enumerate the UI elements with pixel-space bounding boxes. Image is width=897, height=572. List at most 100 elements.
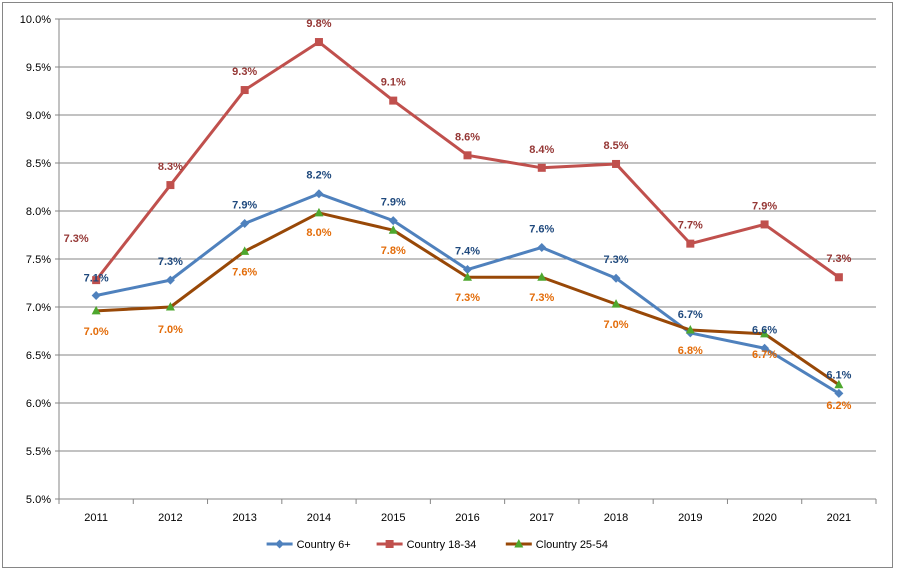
data-point-clountry-25-54 <box>314 207 324 217</box>
y-tick-label: 9.0% <box>26 110 51 122</box>
series-lines <box>91 38 844 398</box>
data-point-clountry-25-54 <box>91 305 101 315</box>
data-point-country-18-34 <box>314 38 323 47</box>
data-label-country-18-34: 8.6% <box>455 131 480 143</box>
data-label-clountry-25-54: 7.0% <box>84 326 109 338</box>
data-point-country-6 <box>91 290 101 300</box>
data-point-country-6 <box>240 218 250 228</box>
data-point-country-18-34 <box>166 181 175 190</box>
data-label-country-18-34: 9.1% <box>381 77 406 89</box>
data-label-clountry-25-54: 7.0% <box>604 319 629 331</box>
data-point-country-18-34 <box>463 151 472 160</box>
y-tick-label: 6.5% <box>26 350 51 362</box>
legend-marker-country-18-34 <box>385 540 394 548</box>
data-label-country-18-34: 7.7% <box>678 220 703 232</box>
x-tick-label: 2018 <box>604 512 628 524</box>
data-point-country-6 <box>314 189 324 199</box>
data-label-country-6: 8.2% <box>306 170 331 182</box>
y-tick-label: 9.5% <box>26 62 51 74</box>
data-point-country-6 <box>463 265 472 275</box>
data-label-clountry-25-54: 7.3% <box>455 292 480 304</box>
data-label-clountry-25-54: 7.0% <box>158 324 183 336</box>
data-point-clountry-25-54 <box>537 272 547 281</box>
data-label-country-6: 7.4% <box>455 246 480 258</box>
y-tick-label: 5.5% <box>26 446 51 458</box>
data-label-country-18-34: 8.4% <box>529 144 554 156</box>
data-point-country-6 <box>834 388 844 398</box>
data-label-country-6: 7.3% <box>604 254 629 266</box>
x-tick-label: 2011 <box>84 512 108 524</box>
data-point-country-18-34 <box>537 163 546 172</box>
data-label-clountry-25-54: 6.7% <box>752 349 777 361</box>
y-tick-label: 8.0% <box>26 206 51 218</box>
data-label-clountry-25-54: 6.8% <box>678 345 703 357</box>
legend-marker-country-6 <box>275 539 285 549</box>
data-point-country-18-34 <box>760 220 769 229</box>
data-point-clountry-25-54 <box>760 328 770 338</box>
legend-label-country-18-34: Country 18-34 <box>407 539 477 551</box>
data-label-country-6: 6.7% <box>678 309 703 321</box>
data-point-clountry-25-54 <box>240 246 250 255</box>
data-point-clountry-25-54 <box>463 272 472 281</box>
data-point-country-18-34 <box>240 86 249 95</box>
data-label-clountry-25-54: 6.2% <box>826 400 851 412</box>
y-axis-ticks: 5.0% 5.5% 6.0% 6.5% 7.0% 7.5% 8.0% 8.5% 9.0% 9.5%… <box>20 14 51 506</box>
series-line-country-18-34 <box>94 40 840 282</box>
data-label-country-18-34: 8.3% <box>158 161 183 173</box>
data-point-country-6 <box>611 273 621 283</box>
data-label-country-18-34: 9.8% <box>306 18 331 30</box>
data-label-country-18-34: 9.3% <box>232 66 257 78</box>
data-label-country-6: 7.3% <box>158 256 183 268</box>
data-label-country-18-34: 7.9% <box>752 200 777 212</box>
data-label-country-6: 7.9% <box>232 199 257 211</box>
data-point-country-18-34 <box>389 96 398 105</box>
data-label-country-6: 6.6% <box>752 324 777 336</box>
data-point-country-18-34 <box>834 273 843 282</box>
legend-marker-clountry-25-54 <box>514 539 524 548</box>
y-tick-label: 7.0% <box>26 302 51 314</box>
legend-label-clountry-25-54: Clountry 25-54 <box>536 539 608 551</box>
data-point-country-6 <box>537 242 547 252</box>
x-tick-label: 2020 <box>752 512 776 524</box>
data-labels: 7.1% 7.3% 7.9% 8.2% 7.9% 7.4% 7.6% 7.3% 6.7% 6.6%… <box>64 18 852 412</box>
y-tick-label: 7.5% <box>26 254 51 266</box>
data-point-country-6 <box>388 216 398 226</box>
x-tick-label: 2015 <box>381 512 405 524</box>
legend-label-country-6: Country 6+ <box>297 539 351 551</box>
data-point-clountry-25-54 <box>165 302 175 311</box>
x-tick-label: 2017 <box>530 512 554 524</box>
x-tick-label: 2016 <box>455 512 479 524</box>
data-label-country-18-34: 8.5% <box>604 140 629 152</box>
data-point-country-6 <box>165 275 175 285</box>
data-point-country-18-34 <box>686 239 695 248</box>
data-point-clountry-25-54 <box>685 325 695 334</box>
data-label-country-6: 7.9% <box>381 197 406 209</box>
data-label-country-6: 6.1% <box>826 369 851 381</box>
x-tick-label: 2013 <box>232 512 256 524</box>
y-tick-label: 8.5% <box>26 158 51 170</box>
data-label-clountry-25-54: 7.3% <box>529 292 554 304</box>
x-axis-ticks: 2011 2012 2013 2014 2015 2016 2017 2018 2019 2020… <box>84 512 851 524</box>
legend: Country 6+ Country 18-34 Clountry 25-54 <box>266 539 608 551</box>
y-tick-label: 5.0% <box>26 494 51 506</box>
x-tick-label: 2012 <box>158 512 182 524</box>
data-point-clountry-25-54 <box>388 225 398 234</box>
data-label-clountry-25-54: 7.6% <box>232 266 257 278</box>
data-label-country-18-34: 7.3% <box>826 253 851 265</box>
data-point-country-18-34 <box>92 276 101 285</box>
axes <box>55 18 877 504</box>
x-tick-label: 2021 <box>827 512 851 524</box>
x-tick-label: 2014 <box>307 512 331 524</box>
data-label-clountry-25-54: 8.0% <box>306 227 331 239</box>
data-point-clountry-25-54 <box>611 299 621 308</box>
y-tick-label: 10.0% <box>20 14 51 26</box>
data-label-country-6: 7.1% <box>84 272 109 284</box>
data-label-clountry-25-54: 7.8% <box>381 245 406 257</box>
data-label-country-18-34: 7.3% <box>64 233 89 245</box>
data-point-clountry-25-54 <box>834 379 844 389</box>
data-point-country-6 <box>760 343 770 353</box>
y-tick-label: 6.0% <box>26 398 51 410</box>
data-point-country-18-34 <box>612 159 621 168</box>
data-label-country-6: 7.6% <box>529 223 554 235</box>
